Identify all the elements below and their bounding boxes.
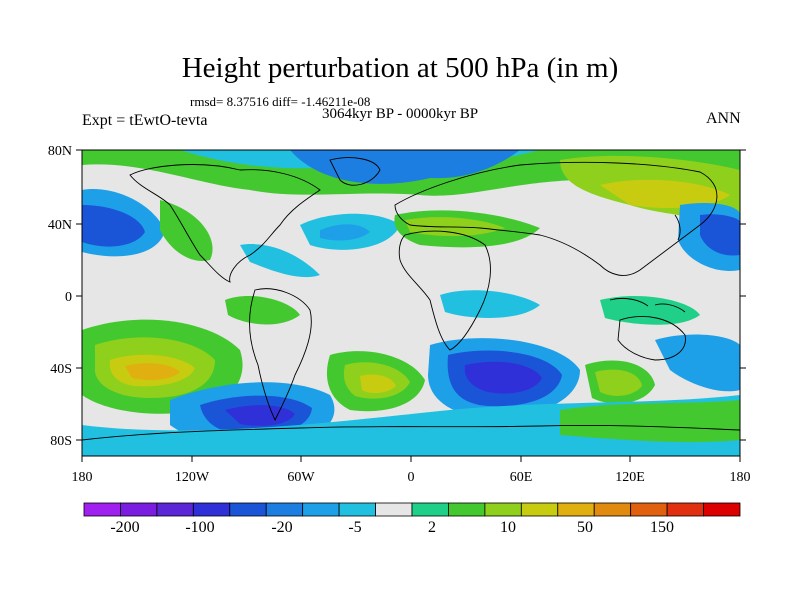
lon-label-180e: 180: [730, 470, 751, 485]
colorbar-swatch: [265, 502, 304, 517]
colorbar-swatch: [593, 502, 632, 517]
colorbar-swatch: [338, 502, 376, 517]
colorbar-swatch: [120, 502, 158, 517]
contour-southern-green: [560, 400, 740, 443]
lat-label-80s: 80S: [50, 434, 72, 449]
colorbar-swatch: [557, 502, 595, 517]
contour-saustralia-yellow: [595, 369, 642, 396]
colorbar-label-neg100: -100: [185, 519, 214, 536]
contour-namerica-green: [160, 200, 213, 261]
colorbar-swatch: [83, 502, 121, 517]
coast-north-america: [129, 164, 321, 283]
contour-atlantic-dark: [320, 224, 370, 241]
contour-samerica-core: [225, 405, 295, 426]
lon-label-60e: 60E: [510, 470, 533, 485]
colorbar: [83, 502, 741, 517]
colorbar-label-10: 10: [500, 519, 516, 536]
colorbar-swatch: [666, 502, 704, 517]
contour-npacific-dark: [82, 205, 145, 247]
colorbar-swatch: [375, 502, 413, 517]
colorbar-swatch: [703, 502, 741, 517]
lat-label-40n: 40N: [48, 218, 72, 233]
lon-ticks: [81, 456, 741, 462]
colorbar-label-50: 50: [577, 519, 593, 536]
colorbar-swatch: [520, 502, 559, 517]
coast-africa: [398, 230, 491, 351]
coast-south-america: [249, 288, 312, 422]
colorbar-label-2: 2: [428, 519, 436, 536]
contour-epacific-dark: [700, 214, 740, 256]
contour-sindian-core: [464, 361, 542, 394]
contour-midlat-teal: [240, 244, 320, 278]
colorbar-swatch: [192, 502, 231, 517]
coast-greenland: [329, 157, 381, 186]
lon-label-120w: 120W: [175, 470, 210, 485]
coast-antarctica: [82, 425, 740, 441]
coast-japan: [674, 214, 681, 241]
colorbar-swatch: [630, 502, 668, 517]
colorbar-swatch: [302, 502, 340, 517]
lat-ticks: [76, 149, 746, 441]
season-label: ANN: [706, 110, 741, 127]
colorbar-label-neg200: -200: [110, 519, 139, 536]
contour-asia-yellow: [600, 179, 730, 208]
height-field: [82, 150, 740, 456]
lon-label-60w: 60W: [287, 470, 315, 485]
lat-label-0: 0: [65, 290, 72, 305]
period-text: 3064kyr BP - 0000kyr BP: [322, 106, 479, 122]
map-title: Height perturbation at 500 hPa (in m): [181, 52, 619, 84]
experiment-label: Expt = tEwtO-tevta: [82, 112, 208, 129]
colorbar-label-neg5: -5: [348, 519, 361, 536]
colorbar-label-150: 150: [650, 519, 674, 536]
contour-arctic-blue: [290, 150, 520, 184]
lon-label-180w: 180: [72, 470, 93, 485]
coast-australia: [617, 316, 686, 361]
lat-label-80n: 80N: [48, 144, 72, 159]
colorbar-swatch: [448, 502, 486, 517]
coast-indonesia: [609, 297, 686, 313]
colorbar-swatch: [484, 502, 522, 517]
coastlines: [82, 157, 740, 441]
contour-tropic-green: [225, 295, 300, 325]
colorbar-swatch: [229, 502, 267, 517]
lon-label-120e: 120E: [615, 470, 645, 485]
colorbar-label-neg20: -20: [271, 519, 292, 536]
lat-label-40s: 40S: [50, 362, 72, 377]
colorbar-swatch: [156, 502, 194, 517]
contour-tropic-green2: [600, 295, 700, 325]
contour-tropic-teal: [440, 290, 540, 318]
contour-satlantic-core: [360, 374, 396, 394]
coast-eurasia: [394, 161, 718, 276]
contour-seast-blue: [655, 334, 740, 392]
stats-text: rmsd= 8.37516 diff= -1.46211e-08: [190, 94, 371, 109]
lon-label-0: 0: [408, 470, 415, 485]
contour-spacific-core: [125, 363, 180, 380]
colorbar-swatch: [411, 502, 449, 517]
